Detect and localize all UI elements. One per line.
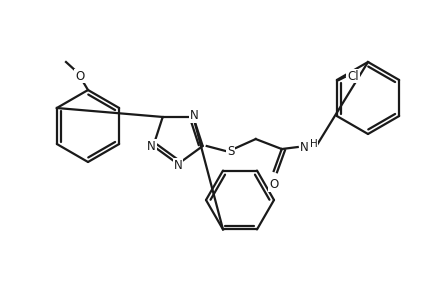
Text: N: N: [173, 158, 182, 171]
Text: S: S: [226, 145, 234, 158]
Text: O: O: [75, 69, 85, 82]
Text: N: N: [147, 139, 155, 153]
Text: Cl: Cl: [346, 69, 358, 82]
Text: H: H: [309, 139, 317, 149]
Text: H: H: [305, 142, 313, 152]
Text: N: N: [300, 141, 308, 154]
Text: N: N: [190, 109, 198, 122]
Text: O: O: [268, 178, 278, 191]
